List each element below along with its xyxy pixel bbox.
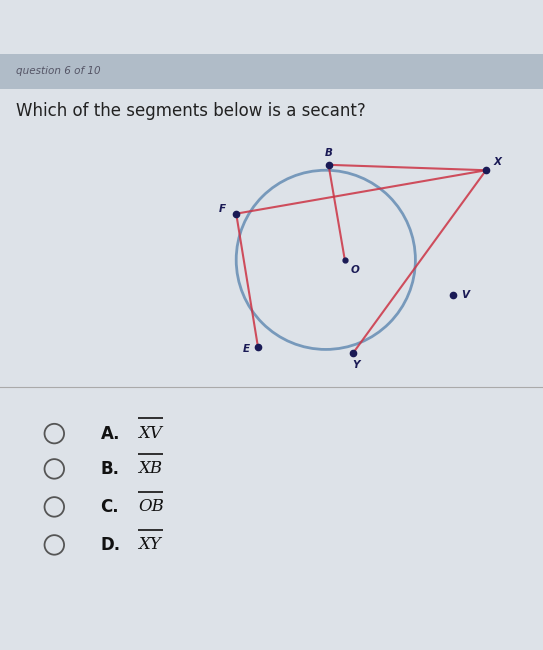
Bar <box>0 53 543 89</box>
Text: Y: Y <box>352 360 359 370</box>
Text: A.: A. <box>100 424 120 443</box>
Text: B: B <box>325 148 332 158</box>
Text: Which of the segments below is a secant?: Which of the segments below is a secant? <box>16 102 366 120</box>
Text: E: E <box>242 344 250 354</box>
Text: question 6 of 10: question 6 of 10 <box>16 66 101 76</box>
Text: D.: D. <box>100 536 121 554</box>
Text: F: F <box>219 204 226 214</box>
Text: XV: XV <box>138 425 162 442</box>
Text: C.: C. <box>100 498 119 516</box>
Text: X: X <box>494 157 502 167</box>
Text: OB: OB <box>138 499 165 515</box>
Text: XB: XB <box>138 460 162 477</box>
Text: V: V <box>462 290 469 300</box>
Text: O: O <box>350 265 359 274</box>
Text: XY: XY <box>138 536 161 553</box>
Text: B.: B. <box>100 460 119 478</box>
